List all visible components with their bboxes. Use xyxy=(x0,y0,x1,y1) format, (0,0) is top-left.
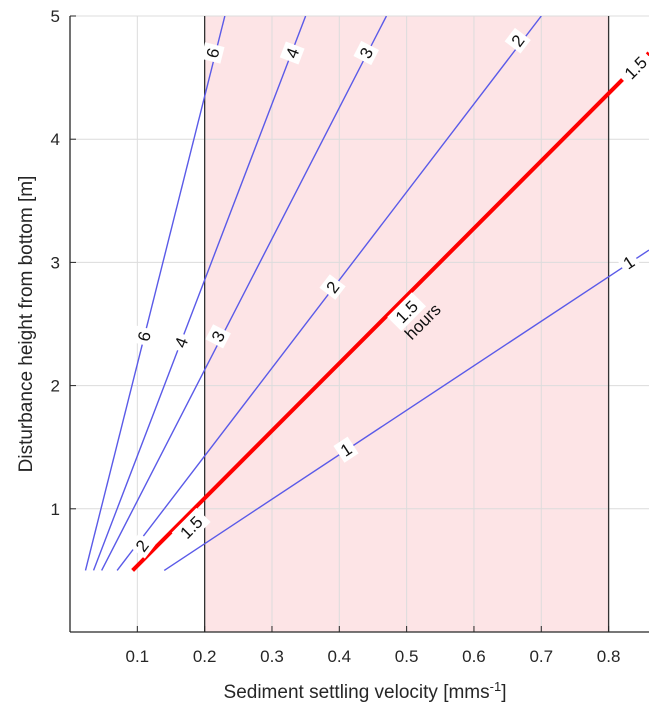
contour-label-bg xyxy=(504,27,531,54)
x-axis-label: Sediment settling velocity [mms-1] xyxy=(224,679,507,704)
x-tick-label: 0.3 xyxy=(260,647,284,666)
contour-label-bg xyxy=(132,325,156,348)
y-axis-label: Disturbance height from bottom [m] xyxy=(16,176,37,473)
contour-label-bg xyxy=(333,436,359,463)
x-tick-label: 0.2 xyxy=(193,647,217,666)
y-tick-label: 4 xyxy=(51,130,60,149)
contour-label-bg xyxy=(200,42,225,64)
contour-label-2: 2 xyxy=(319,274,346,300)
series-line-6 xyxy=(84,16,226,571)
contour-label-text: 6 xyxy=(203,46,224,60)
contour-label-bg xyxy=(319,274,346,300)
x-tick-label: 0.8 xyxy=(597,647,621,666)
x-tick-label: 0.6 xyxy=(462,647,486,666)
contour-label-6: 6 xyxy=(200,42,225,64)
contour-label-bg xyxy=(168,330,194,354)
contour-label-6: 6 xyxy=(132,325,156,348)
x-tick-label: 0.7 xyxy=(529,647,553,666)
x-tick-label: 0.4 xyxy=(327,647,351,666)
series-line-1-5 xyxy=(131,51,649,572)
y-tick-label: 3 xyxy=(51,253,60,272)
contour-label-1: 1 xyxy=(616,249,642,276)
x-tick-label: 0.1 xyxy=(126,647,150,666)
series-line-3 xyxy=(101,16,388,571)
contour-label-4: 4 xyxy=(168,330,194,354)
y-tick-label: 1 xyxy=(51,500,60,519)
contour-label-bg xyxy=(353,40,380,66)
contour-label-bg xyxy=(616,249,642,276)
contour-label-3: 3 xyxy=(205,324,231,349)
series-line-1 xyxy=(163,249,649,571)
contour-label-1: 1 xyxy=(333,436,359,463)
contour-label-bg xyxy=(171,507,211,547)
contour-label-3: 3 xyxy=(353,40,380,66)
contour-label-2: 2 xyxy=(504,27,531,54)
y-tick-label: 2 xyxy=(51,377,60,396)
contour-label-text: 6 xyxy=(134,330,155,344)
series-line-4 xyxy=(92,16,307,571)
contour-label-bg xyxy=(128,532,156,559)
contour-label-bg xyxy=(616,48,649,88)
contour-label-4: 4 xyxy=(279,41,305,65)
contour-label-bg xyxy=(205,324,231,349)
contour-label-bg xyxy=(279,41,305,65)
contour-label-2: 2 xyxy=(128,532,156,559)
x-tick-label: 0.5 xyxy=(395,647,419,666)
y-tick-label: 5 xyxy=(51,7,60,26)
contour-label-bg xyxy=(387,292,427,332)
